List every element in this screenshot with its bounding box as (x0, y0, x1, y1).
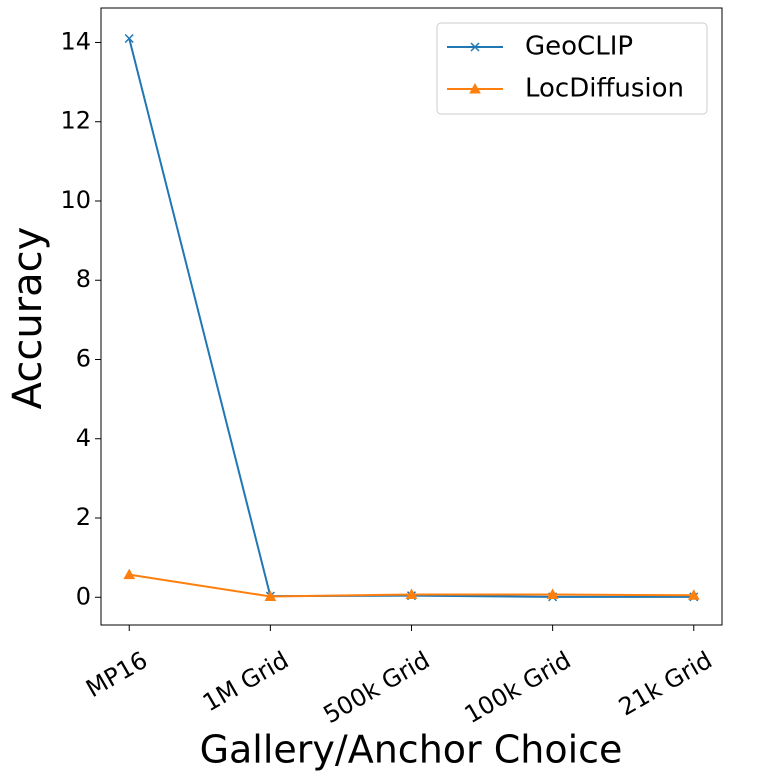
x-tick-label: 21k Grid (614, 646, 717, 721)
y-tick-label: 0 (76, 582, 91, 610)
point-marker (123, 568, 136, 580)
y-tick-label: 12 (60, 107, 91, 135)
y-tick-label: 6 (76, 344, 91, 372)
point-marker (264, 590, 277, 601)
legend-label: GeoCLIP (525, 32, 633, 62)
point-marker (687, 589, 700, 600)
point-marker (405, 588, 418, 599)
legend-marker (469, 82, 481, 94)
x-tick-label: 1M Grid (198, 646, 293, 717)
x-axis-label: Gallery/Anchor Choice (200, 728, 623, 772)
y-tick-label: 8 (76, 265, 91, 293)
x-tick-label: 500k Grid (319, 646, 435, 729)
y-tick-label: 14 (60, 27, 91, 55)
series-line (128, 38, 694, 598)
legend-box (436, 22, 708, 115)
x-tick-label: MP16 (81, 646, 152, 703)
point-marker (546, 588, 559, 599)
legend: GeoCLIP LocDiffusion (436, 22, 708, 115)
legend-marker (470, 42, 480, 52)
y-tick-label: 2 (76, 503, 91, 531)
y-tick-label: 10 (60, 186, 91, 214)
legend-label: LocDiffusion (525, 74, 684, 104)
y-tick-label: 4 (76, 424, 91, 452)
y-axis-label: Accuracy (5, 227, 51, 410)
x-tick-label: 100k Grid (460, 646, 576, 729)
point-marker (124, 33, 134, 44)
